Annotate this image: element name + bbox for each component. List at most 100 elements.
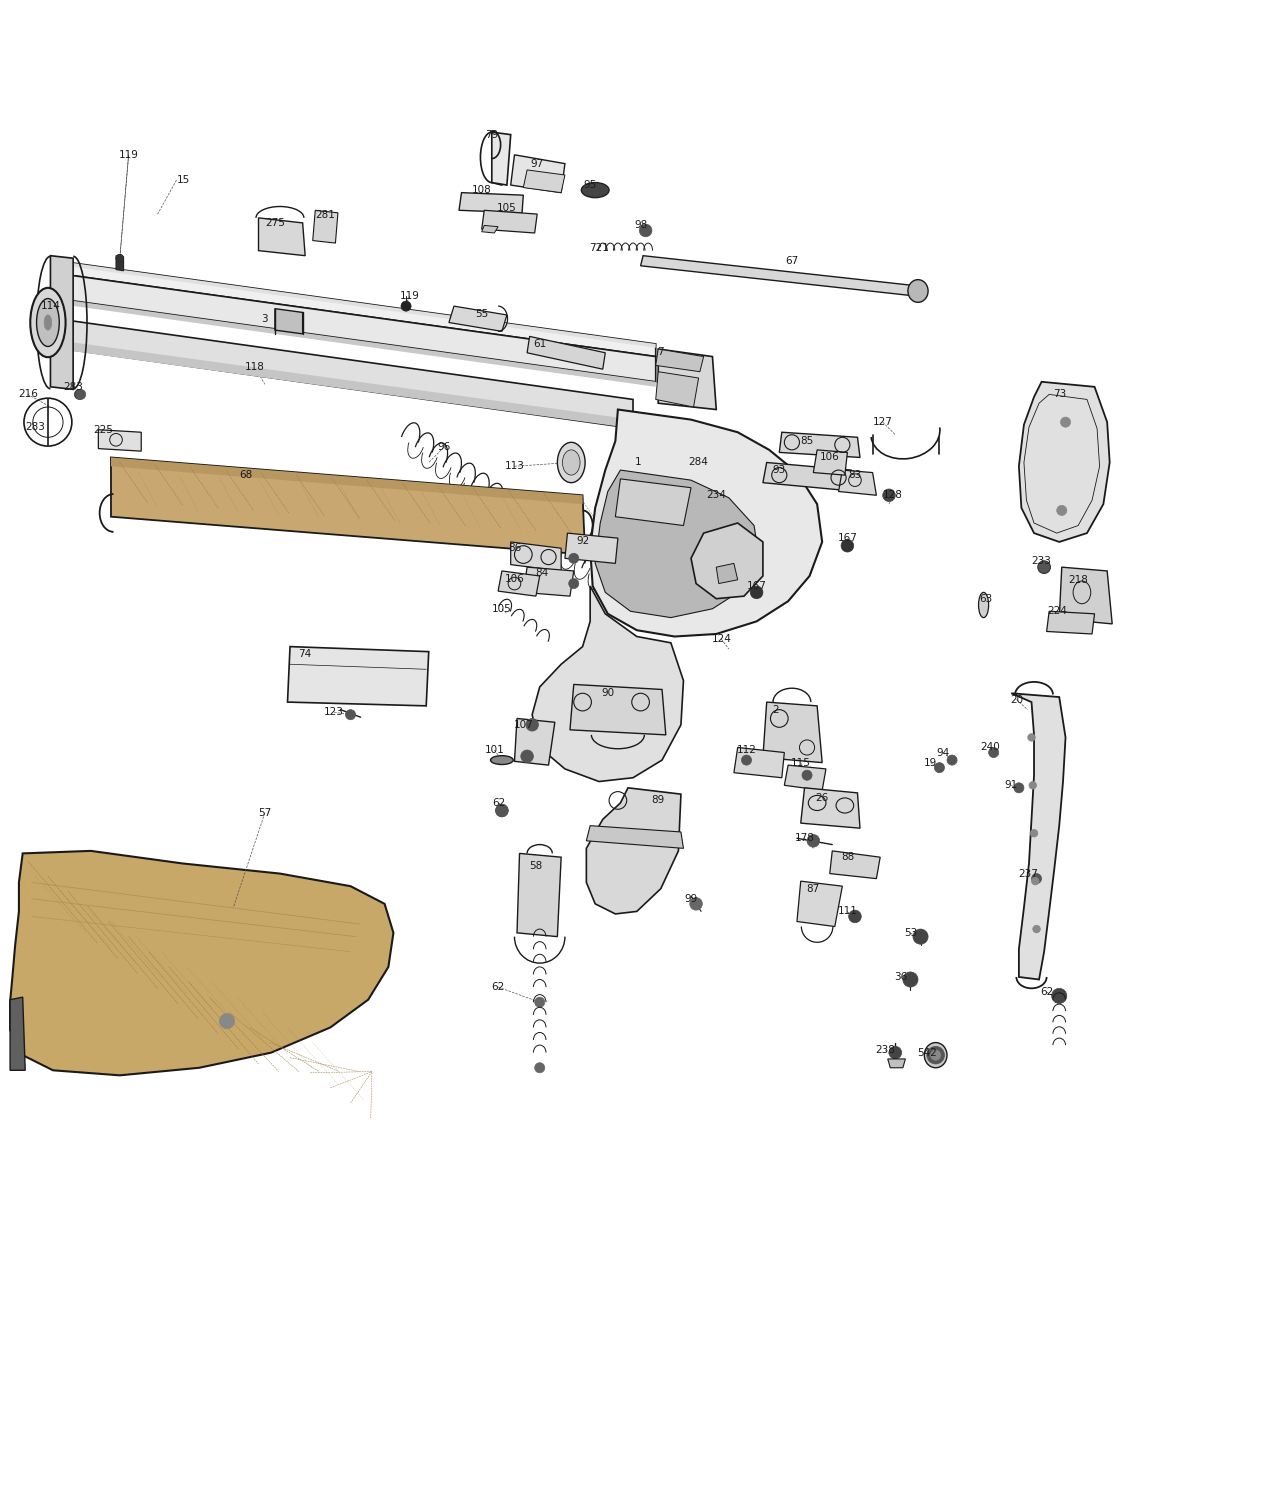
Ellipse shape — [1031, 873, 1042, 883]
Polygon shape — [763, 702, 822, 762]
Polygon shape — [888, 1059, 905, 1068]
Text: 74: 74 — [299, 650, 311, 658]
Text: 721: 721 — [589, 243, 609, 254]
Ellipse shape — [927, 1047, 944, 1064]
Ellipse shape — [116, 255, 124, 262]
Polygon shape — [797, 880, 842, 927]
Polygon shape — [50, 255, 73, 390]
Polygon shape — [813, 450, 847, 476]
Text: 20: 20 — [1010, 694, 1023, 705]
Ellipse shape — [346, 710, 356, 720]
Ellipse shape — [913, 928, 928, 944]
Text: 114: 114 — [40, 302, 61, 310]
Text: 275: 275 — [265, 217, 285, 228]
Text: 118: 118 — [245, 362, 265, 372]
Text: 86: 86 — [508, 543, 521, 554]
Ellipse shape — [903, 972, 918, 987]
Text: 53: 53 — [904, 928, 917, 938]
Ellipse shape — [1038, 561, 1050, 573]
Ellipse shape — [581, 183, 609, 198]
Ellipse shape — [491, 756, 513, 765]
Text: 106: 106 — [820, 453, 840, 462]
Text: 115: 115 — [791, 758, 811, 768]
Polygon shape — [779, 432, 860, 457]
Ellipse shape — [908, 279, 928, 303]
Text: 68: 68 — [240, 470, 252, 480]
Ellipse shape — [849, 910, 861, 922]
Ellipse shape — [1030, 830, 1038, 837]
Text: 98: 98 — [634, 220, 647, 231]
Polygon shape — [449, 306, 507, 332]
Ellipse shape — [535, 1062, 545, 1072]
Polygon shape — [691, 524, 763, 599]
Text: 67: 67 — [786, 255, 798, 266]
Polygon shape — [10, 850, 393, 1076]
Ellipse shape — [1057, 506, 1067, 516]
Text: 224: 224 — [1047, 606, 1067, 616]
Text: 106: 106 — [504, 573, 525, 584]
Polygon shape — [1047, 612, 1095, 634]
Text: 237: 237 — [1018, 868, 1038, 879]
Ellipse shape — [74, 390, 84, 399]
Polygon shape — [259, 217, 305, 255]
Text: 2: 2 — [772, 705, 779, 714]
Polygon shape — [784, 765, 826, 790]
Text: 61: 61 — [533, 339, 546, 350]
Text: 1: 1 — [634, 458, 642, 468]
Ellipse shape — [807, 834, 820, 848]
Ellipse shape — [1052, 988, 1067, 1004]
Text: 90: 90 — [601, 688, 614, 699]
Text: 96: 96 — [438, 442, 450, 453]
Polygon shape — [532, 586, 683, 782]
Polygon shape — [313, 210, 338, 243]
Polygon shape — [498, 572, 540, 596]
Polygon shape — [586, 825, 683, 849]
Polygon shape — [459, 192, 523, 213]
Text: 95: 95 — [584, 180, 596, 190]
Text: 97: 97 — [531, 159, 543, 168]
Ellipse shape — [741, 754, 752, 765]
Ellipse shape — [44, 315, 52, 330]
Text: 128: 128 — [883, 490, 903, 501]
Polygon shape — [57, 298, 656, 387]
Text: 89: 89 — [652, 795, 665, 806]
Polygon shape — [527, 336, 605, 369]
Ellipse shape — [947, 754, 957, 765]
Text: 238: 238 — [875, 1046, 895, 1054]
Text: 79: 79 — [485, 129, 498, 140]
Polygon shape — [514, 718, 555, 765]
Polygon shape — [523, 567, 574, 596]
Text: 113: 113 — [504, 462, 525, 471]
Text: 225: 225 — [93, 424, 113, 435]
Polygon shape — [523, 170, 565, 192]
Polygon shape — [586, 788, 681, 914]
Text: 62: 62 — [493, 798, 506, 808]
Text: 123: 123 — [324, 706, 344, 717]
Ellipse shape — [1029, 782, 1037, 789]
Ellipse shape — [979, 592, 989, 618]
Text: 281: 281 — [315, 210, 335, 220]
Polygon shape — [1011, 693, 1066, 980]
Polygon shape — [482, 210, 537, 232]
Ellipse shape — [401, 302, 411, 310]
Ellipse shape — [219, 1014, 235, 1029]
Ellipse shape — [496, 804, 508, 818]
Polygon shape — [570, 684, 666, 735]
Text: 105: 105 — [497, 202, 517, 213]
Polygon shape — [839, 470, 876, 495]
Polygon shape — [57, 273, 656, 382]
Polygon shape — [288, 646, 429, 706]
Text: 107: 107 — [513, 720, 533, 730]
Ellipse shape — [989, 747, 999, 758]
Polygon shape — [116, 255, 124, 272]
Text: 112: 112 — [736, 746, 757, 754]
Ellipse shape — [496, 804, 508, 818]
Text: 36: 36 — [894, 972, 907, 982]
Text: 167: 167 — [747, 580, 767, 591]
Polygon shape — [641, 255, 918, 296]
Text: 19: 19 — [924, 758, 937, 768]
Text: 124: 124 — [711, 634, 731, 644]
Text: 94: 94 — [937, 747, 950, 758]
Text: 55: 55 — [475, 309, 488, 318]
Text: 92: 92 — [576, 536, 589, 546]
